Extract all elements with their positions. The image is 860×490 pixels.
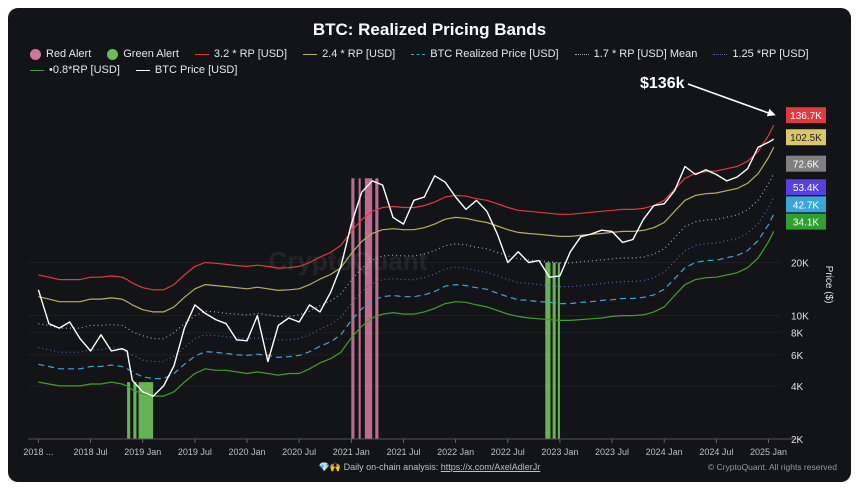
price-label-box-2 [786,155,826,172]
annotation-arrow-head [766,108,776,117]
red-alert-bar-3 [375,178,379,440]
x-tick-label-13: 2024 Jul [699,447,733,457]
green-alert-bar-2 [138,382,154,439]
price-label-box-3 [786,179,826,196]
diamond-hands-icon: 💎🙌 [318,462,342,472]
red-alert-bar-1 [358,178,361,440]
legend-item-3[interactable]: 2.4 * RP [USD] [303,48,395,60]
legend-item-0[interactable]: Red Alert [30,48,91,60]
x-tick-label-1: 2018 Jul [74,447,108,457]
legend-label-2: 3.2 * RP [USD] [213,48,288,60]
price-label-2: 72.6K [793,160,819,171]
annotation-text: $136k [640,75,685,92]
series-line-1 [38,146,775,313]
red-alert-bar-2 [364,178,373,440]
footer-text: Daily on-chain analysis: [343,462,439,472]
series-line-4 [38,214,775,380]
series-line-6 [37,138,775,397]
x-tick-label-14: 2025 Jan [750,447,787,457]
footer: 💎🙌 Daily on-chain analysis: https://x.co… [8,462,851,473]
footer-link[interactable]: https://x.com/AxelAdlerJr [440,462,541,472]
y-tick-label-4: 4K [791,382,804,393]
price-label-box-5 [786,213,826,230]
legend-swatch-4 [411,53,426,55]
x-tick-label-5: 2020 Jul [282,447,316,457]
price-label-box-0 [786,107,826,124]
chart-legend: Red Alert Green Alert 3.2 * RP [USD] 2.4 * … [30,48,830,76]
y-tick-label-0: 20K [791,259,809,270]
legend-swatch-3 [303,53,318,55]
legend-item-7[interactable]: •0.8*RP [USD] [30,64,120,76]
green-alert-bar-1 [133,382,137,439]
x-tick-label-6: 2021 Jan [333,447,370,457]
green-alert-bar-0 [127,382,131,439]
chart-plot: CryptoQuant 2018 ... 2018 Jul 2019 Jan 2019… [23,75,834,457]
x-tick-label-2: 2019 Jan [124,447,161,457]
legend-label-0: Red Alert [46,48,92,60]
legend-label-8: BTC Price [USD] [154,64,238,76]
copyright-text: © CryptoQuant. All rights reserved [707,462,837,472]
chart-title: BTC: Realized Pricing Bands [312,20,547,39]
legend-item-8[interactable]: BTC Price [USD] [135,64,238,76]
y-tick-label-3: 6K [791,351,804,362]
legend-swatch-5 [574,53,589,55]
price-label-3: 53.4K [793,183,819,194]
green-alert-bar-3 [545,262,551,439]
price-label-1: 102.5K [790,133,822,144]
green-alert-bar-4 [552,262,556,439]
chart-frame: BTC: Realized Pricing Bands Red Alert Gre… [8,8,851,482]
legend-label-6: 1.25 *RP [USD] [732,48,809,60]
legend-label-3: 2.4 * RP [USD] [322,48,396,60]
annotation-arrow-line [687,83,772,115]
x-tick-label-10: 2023 Jan [541,447,578,457]
green-alert-bar-5 [557,262,560,439]
price-label-0: 136.7K [790,111,822,122]
legend-item-1[interactable]: Green Alert [107,48,179,60]
y-tick-label-5: 2K [791,435,804,446]
x-tick-label-7: 2021 Jul [386,447,420,457]
red-alert-bar-0 [351,178,355,440]
series-line-3 [38,196,775,363]
y-tick-label-1: 10K [791,312,809,323]
x-tick-label-3: 2019 Jul [178,447,212,457]
legend-label-4: BTC Realized Price [USD] [430,48,559,60]
legend-label-7: •0.8*RP [USD] [49,64,120,76]
watermark-text: CryptoQuant [269,246,428,276]
legend-item-6[interactable]: 1.25 *RP [USD] [713,48,809,60]
legend-swatch-1 [107,48,119,60]
legend-item-4[interactable]: BTC Realized Price [USD] [411,48,559,60]
legend-label-1: Green Alert [123,48,179,60]
legend-item-2[interactable]: 3.2 * RP [USD] [194,48,288,60]
price-label-5: 34.1K [793,218,819,229]
legend-item-5[interactable]: 1.7 * RP [USD] Mean [574,48,698,60]
x-tick-label-12: 2024 Jan [646,447,683,457]
legend-label-5: 1.7 * RP [USD] Mean [593,48,698,60]
price-label-box-4 [786,196,826,213]
price-label-4: 42.7K [793,200,819,211]
x-tick-label-9: 2022 Jul [491,447,525,457]
x-tick-label-0: 2018 ... [23,447,53,457]
legend-swatch-8 [135,69,150,71]
legend-swatch-2 [194,53,209,55]
legend-swatch-6 [713,53,728,55]
x-tick-label-11: 2023 Jul [595,447,629,457]
price-label-box-1 [786,129,826,146]
legend-swatch-7 [30,69,44,71]
x-tick-label-8: 2022 Jan [437,447,474,457]
y-axis-label: Price ($) [823,266,834,304]
x-tick-label-4: 2020 Jan [228,447,265,457]
legend-swatch-0 [30,48,41,60]
y-tick-label-2: 8K [791,329,804,340]
